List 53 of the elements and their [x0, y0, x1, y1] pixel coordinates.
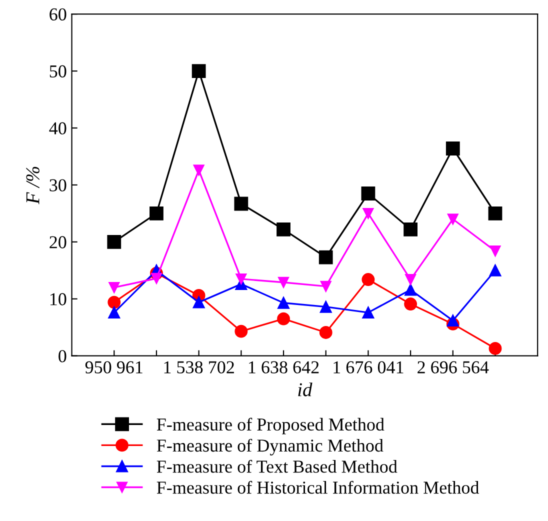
point — [361, 186, 376, 200]
point — [362, 273, 375, 286]
point — [108, 296, 121, 309]
point — [107, 234, 122, 249]
x-tick-label: 1 676 041 — [334, 361, 404, 374]
point — [362, 208, 374, 219]
point — [278, 296, 290, 309]
point — [490, 246, 501, 257]
point — [318, 250, 333, 264]
point — [108, 306, 120, 319]
point — [320, 300, 332, 313]
point — [488, 206, 502, 220]
point — [405, 274, 416, 285]
point — [192, 296, 205, 308]
point — [150, 206, 164, 220]
point — [277, 312, 290, 326]
point — [192, 64, 206, 78]
y-tick-label: 30 — [50, 179, 66, 192]
legend-label: F-measure of Text Based Method — [156, 460, 398, 473]
point — [236, 273, 247, 284]
legend-label: F-measure of Dynamic Method — [156, 438, 384, 456]
y-tick-label: 0 — [58, 350, 66, 362]
y-axis-title: F /% — [26, 166, 40, 204]
y-tick-label: 40 — [49, 122, 66, 134]
point — [234, 196, 248, 211]
point — [404, 284, 417, 296]
y-tick-label: 50 — [50, 65, 66, 78]
point — [488, 342, 502, 355]
point — [404, 222, 418, 236]
point — [489, 264, 502, 276]
x-tick-label: 1 638 642 — [248, 361, 319, 374]
point — [276, 222, 290, 236]
point — [150, 272, 162, 284]
point — [447, 214, 458, 225]
point — [108, 282, 120, 293]
y-tick-label: 20 — [50, 236, 66, 248]
y-tick-label: 10 — [50, 293, 66, 306]
legend-label: F-measure of Proposed Method — [156, 418, 384, 434]
point — [446, 142, 460, 156]
legend-label: F-measure of Historical Information Method — [156, 480, 480, 494]
y-tick-label: 60 — [50, 8, 66, 21]
point — [234, 324, 248, 338]
x-tick-label: 950 961 — [85, 361, 142, 374]
point — [404, 298, 418, 310]
x-axis-title: id — [298, 382, 312, 396]
point — [362, 306, 374, 319]
x-tick-label: 2 696 564 — [418, 361, 489, 374]
point — [320, 280, 332, 292]
point — [193, 164, 204, 176]
point — [446, 314, 459, 326]
point — [278, 276, 289, 288]
x-tick-label: 1 538 702 — [164, 361, 234, 374]
point — [319, 326, 332, 339]
